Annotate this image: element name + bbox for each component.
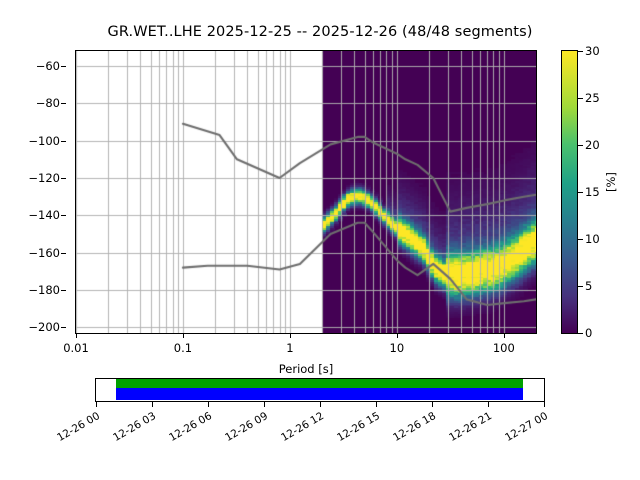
y-tick-mark: [61, 65, 66, 67]
y-tick-mark: [61, 140, 66, 142]
ppsd-heatmap-canvas: [76, 51, 536, 333]
y-tick-label: −140: [28, 208, 60, 223]
colorbar-ticklabels: 0 5 10 15 20 25 30: [561, 44, 601, 340]
timeline-tick-mark: [208, 402, 210, 407]
colorbar-tick-mark: [578, 286, 583, 287]
colorbar-tick-label: 5: [585, 279, 593, 293]
timeline-tick-mark: [375, 402, 377, 407]
colorbar-tick-mark: [578, 192, 583, 193]
x-tick-label: 0.01: [63, 341, 89, 355]
x-axis-title: Period [s]: [278, 362, 334, 376]
ppsd-plot-area: [75, 50, 537, 334]
timeline-tick-label: 12-26 15: [335, 410, 382, 445]
timeline-tick-mark: [96, 402, 98, 407]
colorbar-tick-label: 0: [585, 326, 593, 340]
timeline-tick-mark: [487, 402, 489, 407]
timeline-tick-label: 12-26 09: [223, 410, 271, 445]
y-tick-mark: [61, 327, 66, 329]
x-tick-label: 0.1: [173, 341, 193, 355]
timeline-tick-label: 12-26 21: [446, 410, 494, 445]
y-tick-label: −80: [35, 96, 60, 111]
colorbar-tick-mark: [578, 145, 583, 146]
y-tick-label: −100: [28, 133, 60, 148]
x-tick-mark: [503, 334, 505, 338]
timeline-tick-label: 12-26 18: [390, 410, 438, 445]
y-tick-label: −200: [28, 320, 60, 335]
timeline-psd-span: [116, 388, 524, 401]
colorbar-tick-mark: [578, 333, 583, 334]
timeline-tick-label: 12-26 00: [55, 410, 103, 445]
timeline-data-span: [116, 379, 524, 388]
y-tick-mark: [61, 290, 66, 292]
colorbar-tick-label: 30: [585, 44, 600, 58]
timeline-tick-label: 12-26 12: [279, 410, 326, 445]
x-tick-label: 1: [286, 341, 294, 355]
y-tick-label: −160: [28, 245, 60, 260]
x-tick-label: 100: [492, 341, 515, 355]
y-tick-mark: [61, 215, 66, 217]
timeline-tick-mark: [431, 402, 433, 407]
colorbar-tick-label: 25: [585, 91, 600, 105]
colorbar-tick-mark: [578, 98, 583, 99]
colorbar-tick-mark: [578, 239, 583, 240]
y-tick-mark: [61, 252, 66, 254]
timeline-bar: [95, 378, 545, 402]
x-tick-label: 10: [389, 341, 405, 355]
figure-title: GR.WET..LHE 2025-12-25 -- 2025-12-26 (48…: [107, 24, 533, 40]
x-tick-mark: [289, 334, 291, 338]
colorbar: [561, 50, 578, 334]
colorbar-tick-mark: [578, 51, 583, 52]
timeline-tick-mark: [320, 402, 321, 407]
timeline-tick-mark: [264, 402, 266, 407]
timeline-tick-label: 12-27 00: [502, 410, 550, 445]
x-axis-ticklabels: 0.01 0.1 1 10 100: [63, 334, 537, 362]
y-tick-label: −120: [28, 170, 60, 185]
colorbar-tick-label: 10: [585, 232, 600, 246]
timeline-tick-mark: [152, 402, 154, 407]
timeline-tick-mark: [543, 402, 545, 407]
timeline-tick-label: 12-26 06: [167, 410, 215, 445]
y-tick-label: −60: [35, 58, 60, 73]
y-axis-ticklabels: −200 −180 −160 −140 −120 −100 −80 −60: [0, 50, 69, 334]
x-tick-mark: [182, 334, 184, 338]
colorbar-tick-label: 15: [585, 185, 600, 199]
x-tick-mark: [76, 334, 77, 338]
colorbar-tick-label: 20: [585, 138, 600, 152]
y-tick-mark: [61, 103, 66, 105]
colorbar-title: [%]: [604, 172, 618, 192]
timeline-tick-label: 12-26 03: [111, 410, 159, 445]
x-tick-mark: [396, 334, 398, 338]
y-tick-mark: [61, 177, 66, 179]
y-tick-label: −180: [28, 283, 60, 298]
